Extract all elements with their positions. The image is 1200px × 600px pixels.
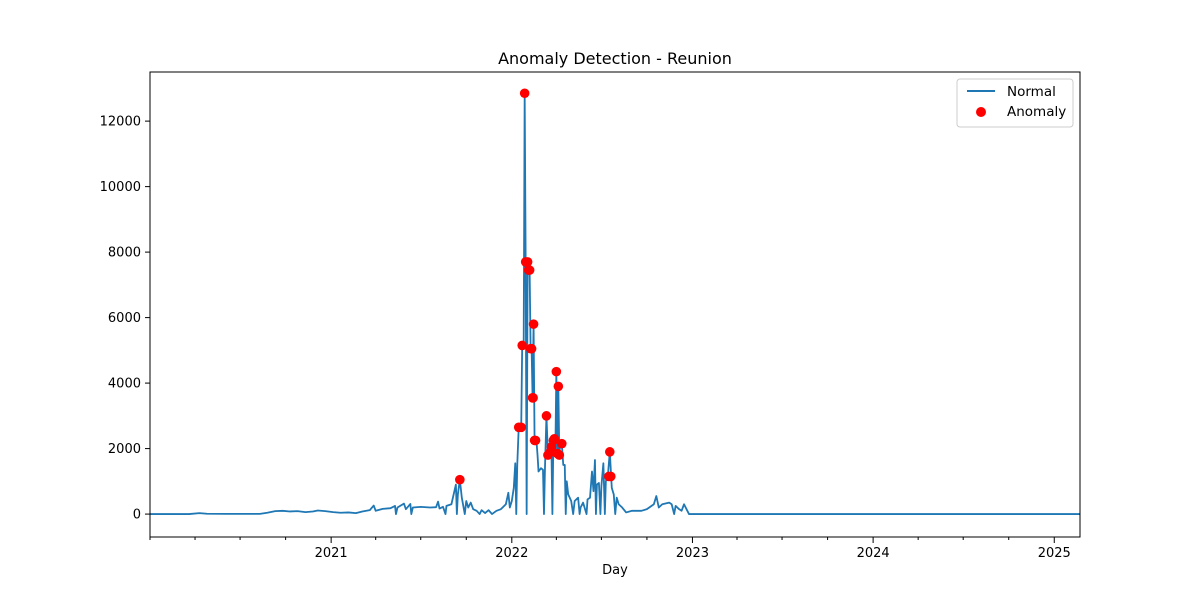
anomaly-point [517,340,527,351]
anomaly-point [556,438,567,449]
anomaly-point [526,343,537,354]
legend-anomaly-dot-icon [976,107,986,117]
legend: Normal Anomaly [956,78,1074,128]
legend-anomaly-label: Anomaly [1007,104,1066,120]
legend-normal-label: Normal [1007,84,1056,100]
anomaly-point [553,381,564,392]
anomaly-point [541,411,552,421]
y-tick-label: 2000 [108,442,141,457]
anomaly-point [524,265,535,275]
x-tick-label: 2024 [857,546,890,561]
x-tick-label: 2021 [315,546,348,561]
x-tick-label: 2025 [1038,546,1071,561]
chart-title: Anomaly Detection - Reunion [498,49,732,68]
y-tick-label: 0 [133,508,141,523]
anomaly-series [455,88,616,485]
anomaly-point [551,366,562,377]
anomaly-point [528,319,539,329]
anomaly-point [455,474,465,485]
anomaly-point [605,471,616,482]
anomaly-point [549,433,560,444]
y-tick-label: 12000 [100,115,141,130]
y-tick-label: 6000 [108,311,141,326]
y-tick-label: 8000 [108,246,141,261]
y-tick-label: 10000 [100,180,141,195]
anomaly-point [554,450,565,460]
anomaly-point [605,447,615,457]
anomaly-point [519,88,530,99]
x-tick-label: 2023 [676,546,709,561]
anomaly-point [516,422,527,433]
x-tick-label: 2022 [495,546,528,561]
y-tick-label: 4000 [108,377,141,392]
x-axis-title: Day [602,563,628,578]
anomaly-point [528,393,538,403]
anomaly-point [522,257,533,267]
x-axis: 2021 2022 2023 2024 2025 [149,537,1071,561]
anomaly-point [530,435,541,446]
plot-frame [149,71,1081,538]
y-axis: 0 2000 4000 6000 8000 10000 12000 [100,115,150,523]
